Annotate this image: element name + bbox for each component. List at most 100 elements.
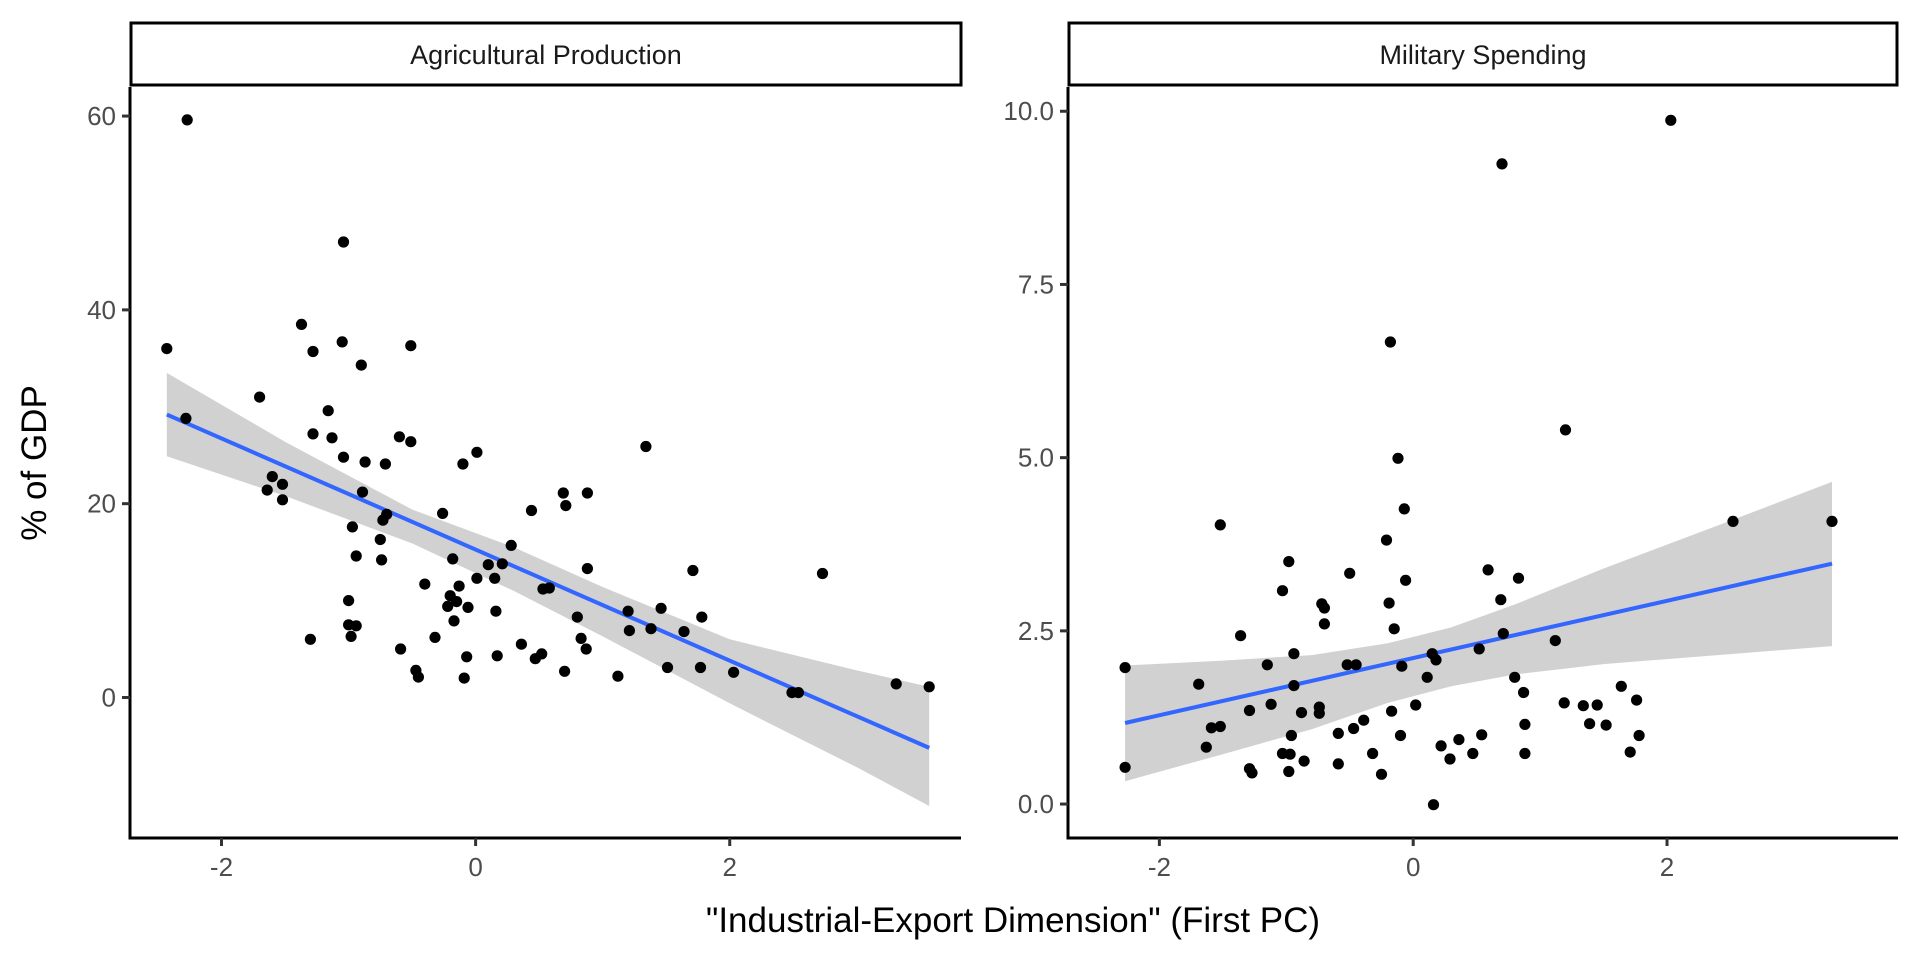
data-point xyxy=(661,661,674,674)
data-point xyxy=(571,611,583,623)
data-point xyxy=(412,671,424,683)
data-point xyxy=(276,494,289,506)
data-point xyxy=(1496,158,1508,170)
data-point xyxy=(355,359,367,371)
y-ticks: 0 20 40 60 xyxy=(87,101,130,712)
data-point xyxy=(1577,700,1589,712)
data-point xyxy=(655,602,667,614)
data-point xyxy=(1444,753,1456,765)
data-point xyxy=(489,572,501,584)
data-point xyxy=(1473,643,1485,655)
data-point xyxy=(505,539,517,552)
data-point xyxy=(343,595,355,607)
strip-box xyxy=(1067,21,1899,87)
data-point xyxy=(581,563,594,575)
data-point xyxy=(374,533,386,546)
data-point xyxy=(816,567,829,580)
data-point xyxy=(336,336,348,348)
data-point xyxy=(1518,686,1530,699)
data-point xyxy=(1631,694,1643,706)
data-point xyxy=(622,605,634,617)
data-point xyxy=(645,623,657,635)
panel-military-spending: Military Spending 0.0 2.5 5.0 7.5 10.0 -2 0 2 xyxy=(1003,21,1899,882)
data-point xyxy=(1332,758,1344,770)
data-point xyxy=(304,633,316,645)
data-point xyxy=(376,554,388,566)
x-tick-label: 2 xyxy=(1660,852,1674,882)
data-point xyxy=(1388,623,1400,635)
x-ticks: -2 0 2 xyxy=(210,838,737,882)
data-point xyxy=(1214,720,1226,733)
y-tick-label: 0.0 xyxy=(1018,789,1054,819)
data-point xyxy=(1430,654,1442,666)
data-point xyxy=(559,665,571,677)
data-point xyxy=(1600,719,1612,731)
data-point xyxy=(1495,594,1507,606)
data-point xyxy=(1615,680,1627,692)
y-tick-label: 10.0 xyxy=(1003,96,1054,126)
data-point xyxy=(1392,452,1404,464)
data-point xyxy=(326,432,338,444)
panel-agricultural-production: Agricultural Production 0 20 40 60 -2 0 2 xyxy=(87,21,963,882)
data-point xyxy=(405,340,417,352)
data-point xyxy=(792,687,805,699)
data-point xyxy=(461,651,473,663)
data-point xyxy=(1261,659,1273,671)
data-point xyxy=(261,484,273,496)
data-point xyxy=(1624,746,1636,758)
data-point xyxy=(490,605,502,617)
strip-label: Agricultural Production xyxy=(410,40,682,70)
data-point xyxy=(276,478,289,490)
data-point xyxy=(482,559,494,571)
regression-line xyxy=(166,412,931,750)
y-axis-title: % of GDP xyxy=(15,385,54,541)
data-point xyxy=(395,643,407,655)
data-point xyxy=(307,428,319,440)
y-tick-label: 7.5 xyxy=(1018,269,1054,299)
data-point xyxy=(1476,729,1488,741)
data-point xyxy=(1318,602,1330,614)
data-point xyxy=(181,114,193,126)
data-point xyxy=(337,236,350,248)
data-point xyxy=(612,670,624,682)
data-point xyxy=(453,580,465,592)
data-point xyxy=(1826,515,1838,528)
data-point xyxy=(1243,704,1256,717)
points-layer xyxy=(161,114,935,699)
data-point xyxy=(379,458,391,470)
data-point xyxy=(1519,747,1531,760)
y-tick-label: 60 xyxy=(87,101,116,131)
data-point xyxy=(491,650,503,662)
data-point xyxy=(580,643,592,655)
y-tick-label: 40 xyxy=(87,295,116,325)
data-point xyxy=(1375,768,1388,780)
confidence-band xyxy=(1125,481,1832,782)
data-point xyxy=(419,578,431,590)
data-point xyxy=(1332,727,1344,740)
data-point xyxy=(1367,747,1379,760)
data-point xyxy=(678,626,690,638)
data-point xyxy=(1584,718,1596,730)
data-point xyxy=(322,405,334,417)
data-point xyxy=(1549,635,1561,647)
data-point xyxy=(728,666,740,678)
regression-line xyxy=(1124,561,1833,725)
x-axis-title: "Industrial-Export Dimension" (First PC) xyxy=(706,901,1320,940)
x-ticks: -2 0 2 xyxy=(1148,838,1674,882)
x-tick-label: -2 xyxy=(210,852,233,882)
data-point xyxy=(1283,765,1295,778)
data-point xyxy=(1482,564,1494,576)
data-point xyxy=(1341,659,1353,671)
data-point xyxy=(1283,556,1295,568)
data-point xyxy=(515,638,528,650)
data-point xyxy=(1665,114,1677,126)
data-point xyxy=(1200,741,1212,753)
data-point xyxy=(1350,659,1362,671)
data-point xyxy=(1276,585,1289,597)
data-point xyxy=(345,630,357,643)
y-tick-label: 0 xyxy=(102,682,116,712)
data-point xyxy=(180,412,192,424)
data-point xyxy=(1284,748,1296,760)
data-point xyxy=(1193,678,1205,690)
